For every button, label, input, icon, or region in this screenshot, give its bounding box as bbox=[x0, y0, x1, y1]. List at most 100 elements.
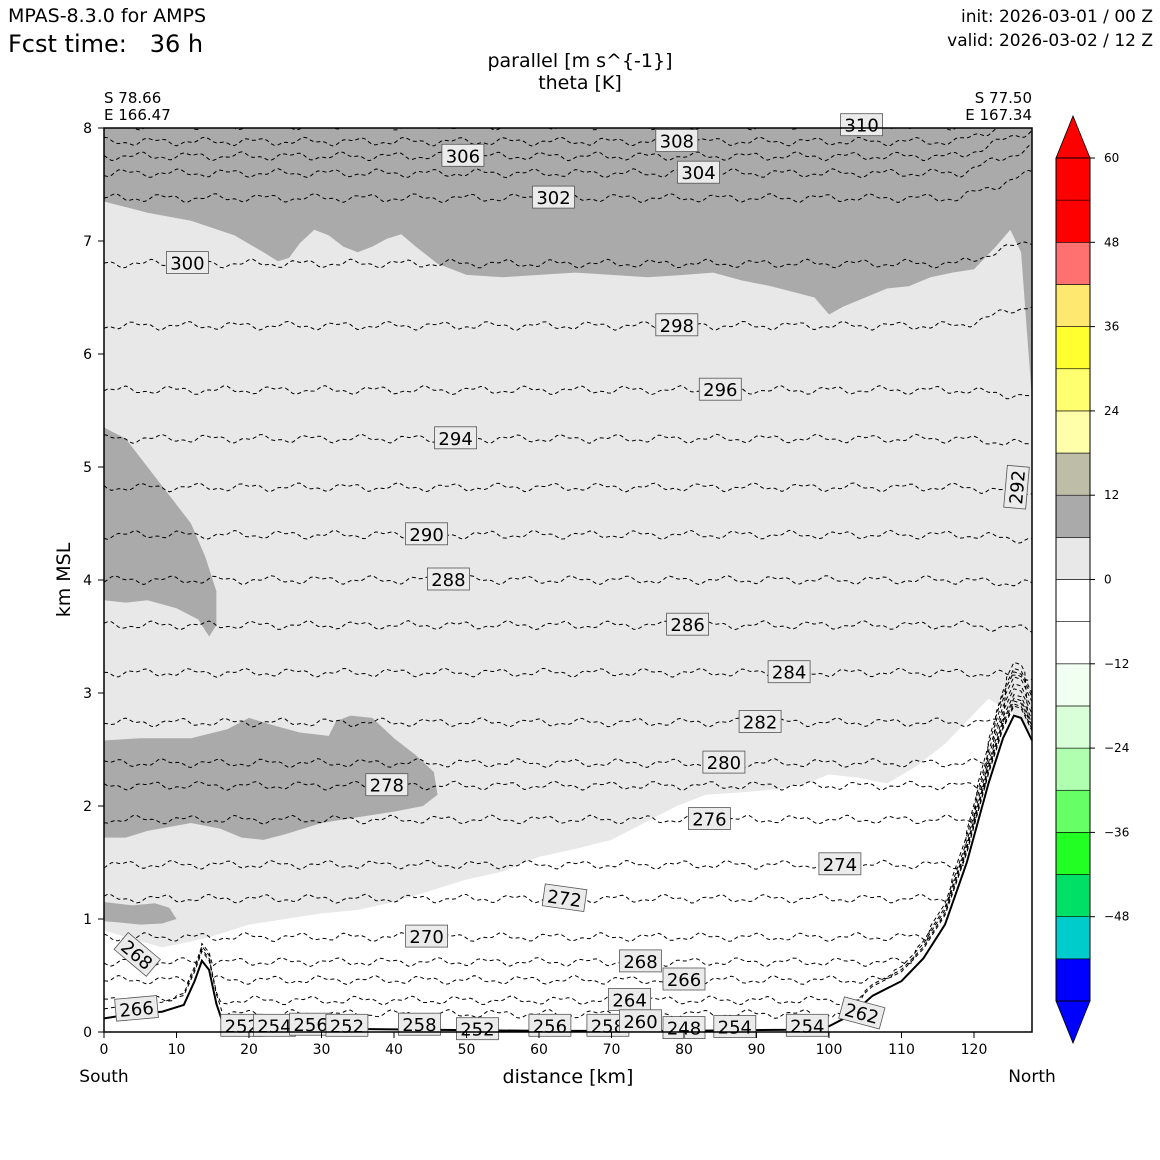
theta-label-286-group: 286 bbox=[666, 612, 709, 636]
right-end-longitude: E 167.34 bbox=[965, 106, 1032, 124]
colorbar-tick-label-60: 60 bbox=[1104, 151, 1119, 165]
y-tick-label-7: 7 bbox=[83, 234, 92, 250]
forecast-time: Fcst time: 36 h bbox=[8, 30, 203, 58]
colorbar-segment-24 bbox=[1055, 368, 1091, 412]
y-tick-label-3: 3 bbox=[83, 686, 92, 702]
theta-label-310-box bbox=[840, 113, 883, 137]
theta-label-288-box bbox=[426, 567, 470, 591]
theta-label-302-group: 302 bbox=[532, 185, 575, 209]
theta-contour-286 bbox=[104, 620, 1032, 633]
theta-label-310: 310 bbox=[844, 116, 878, 137]
near-surface-theta-label-4: 256 bbox=[293, 1015, 327, 1036]
theta-label-268-box bbox=[619, 949, 662, 973]
init-time: init: 2026-03-01 / 00 Z bbox=[961, 7, 1153, 27]
y-tick-label-4: 4 bbox=[83, 573, 92, 589]
x-tick-label-30: 30 bbox=[313, 1042, 331, 1058]
x-tick-label-70: 70 bbox=[603, 1042, 621, 1058]
theta-label-310-group: 310 bbox=[840, 113, 883, 137]
colorbar-segment-48 bbox=[1055, 199, 1091, 243]
theta-label-276-box bbox=[688, 807, 731, 830]
theta-label-294: 294 bbox=[438, 429, 472, 450]
colorbar: 60 48 36 24 12 0 −12 −24 −36 −48 bbox=[1055, 114, 1129, 1045]
theta-label-298-box bbox=[655, 313, 699, 337]
colorbar-segment--24 bbox=[1055, 705, 1091, 749]
x-tick-label-60: 60 bbox=[530, 1042, 548, 1058]
plot-area: 3103083063043023002982962942922902882862… bbox=[83, 113, 1033, 1058]
theta-label-294-group: 294 bbox=[434, 426, 478, 450]
theta-label-296: 296 bbox=[703, 380, 737, 401]
near-surface-theta-label-13: 254 bbox=[790, 1016, 824, 1037]
x-tick-label-50: 50 bbox=[458, 1042, 476, 1058]
theta-label-284-box bbox=[767, 660, 811, 684]
colorbar-tick-label--24: −24 bbox=[1104, 741, 1129, 755]
wind-band-0-6 bbox=[104, 698, 1032, 1032]
x-tick-label-120: 120 bbox=[961, 1042, 988, 1058]
theta-contour-294 bbox=[104, 433, 1032, 446]
near-surface-theta-label-12-group: 254 bbox=[713, 1015, 757, 1039]
theta-label-274-box bbox=[818, 852, 862, 876]
theta-contour-290 bbox=[104, 529, 1032, 544]
theta-label-306: 306 bbox=[446, 146, 480, 167]
near-surface-theta-label-8-box bbox=[528, 1013, 572, 1037]
wind-band-12-18-lower bbox=[104, 715, 438, 840]
near-surface-theta-label-11: 248 bbox=[667, 1019, 701, 1040]
colorbar-segment--36 bbox=[1055, 789, 1091, 833]
x-tick-label-80: 80 bbox=[675, 1042, 693, 1058]
right-end-latitude: S 77.50 bbox=[975, 89, 1032, 107]
theta-label-304: 304 bbox=[681, 163, 715, 184]
colorbar-segment--48 bbox=[1055, 874, 1091, 917]
colorbar-segment-0 bbox=[1055, 537, 1091, 580]
theta-contour-282 bbox=[104, 661, 1032, 728]
x-tick-label-20: 20 bbox=[240, 1042, 258, 1058]
theta-label-304-box bbox=[677, 160, 720, 184]
x-tick-label-110: 110 bbox=[888, 1042, 915, 1058]
theta-label-306-box bbox=[441, 143, 485, 167]
theta-label-300: 300 bbox=[170, 254, 204, 275]
theta-label-300-group: 300 bbox=[165, 251, 209, 275]
colorbar-tick-label-36: 36 bbox=[1104, 320, 1119, 334]
theta-label-262-box bbox=[838, 996, 886, 1030]
theta-label-292-box bbox=[1003, 464, 1030, 510]
near-surface-theta-label-8-group: 256 bbox=[528, 1013, 572, 1037]
theta-contour-278 bbox=[104, 671, 1032, 791]
near-surface-theta-label-4-group: 256 bbox=[289, 1012, 333, 1036]
near-surface-theta-label-12: 254 bbox=[718, 1018, 752, 1039]
theta-label-290-group: 290 bbox=[405, 522, 449, 546]
theta-label-282-box bbox=[738, 710, 782, 733]
near-surface-theta-label-7: 252 bbox=[460, 1020, 494, 1041]
colorbar-tick-label--36: −36 bbox=[1104, 825, 1129, 839]
left-end-latitude: S 78.66 bbox=[104, 89, 161, 107]
near-surface-theta-label-1-box bbox=[114, 995, 159, 1022]
colorbar-tick-label--12: −12 bbox=[1104, 657, 1129, 671]
wind-band-12-18-left-mid bbox=[104, 427, 217, 637]
theta-label-266-group: 266 bbox=[662, 967, 706, 991]
theta-contour-274 bbox=[104, 683, 1032, 870]
colorbar-extend-low bbox=[1055, 1000, 1091, 1045]
theta-label-286: 286 bbox=[670, 615, 704, 636]
colorbar-segment--12 bbox=[1055, 621, 1091, 665]
colorbar-segment-12 bbox=[1055, 452, 1091, 496]
near-surface-theta-label-6-box bbox=[397, 1012, 441, 1036]
colorbar-segment--30 bbox=[1055, 747, 1091, 791]
y-tick-label-5: 5 bbox=[83, 460, 92, 476]
theta-contour-304 bbox=[104, 143, 1032, 179]
colorbar-segment-6 bbox=[1055, 494, 1091, 538]
theta-contour-308 bbox=[104, 128, 998, 147]
x-tick-label-0: 0 bbox=[100, 1042, 109, 1058]
near-surface-theta-label-11-group: 248 bbox=[662, 1016, 706, 1040]
theta-label-268-group: 268 bbox=[619, 949, 662, 973]
theta-label-280-box bbox=[702, 750, 746, 774]
theta-label-308-group: 308 bbox=[655, 129, 699, 153]
near-surface-theta-label-3: 254 bbox=[257, 1016, 291, 1037]
colorbar-tick-label-0: 0 bbox=[1104, 573, 1112, 587]
colorbar-segment--54 bbox=[1055, 916, 1091, 960]
near-surface-theta-label-1-group: 266 bbox=[114, 995, 159, 1022]
near-surface-theta-label-10: 260 bbox=[623, 1012, 657, 1033]
theta-label-292-group: 292 bbox=[1003, 464, 1030, 510]
theta-label-266: 266 bbox=[667, 970, 701, 991]
theta-contour-306 bbox=[104, 130, 1032, 162]
theta-contour-284 bbox=[104, 667, 1032, 682]
theta-contour-270 bbox=[104, 693, 1032, 943]
colorbar-segment--6 bbox=[1055, 579, 1091, 622]
near-surface-theta-label-5-group: 252 bbox=[325, 1013, 369, 1037]
